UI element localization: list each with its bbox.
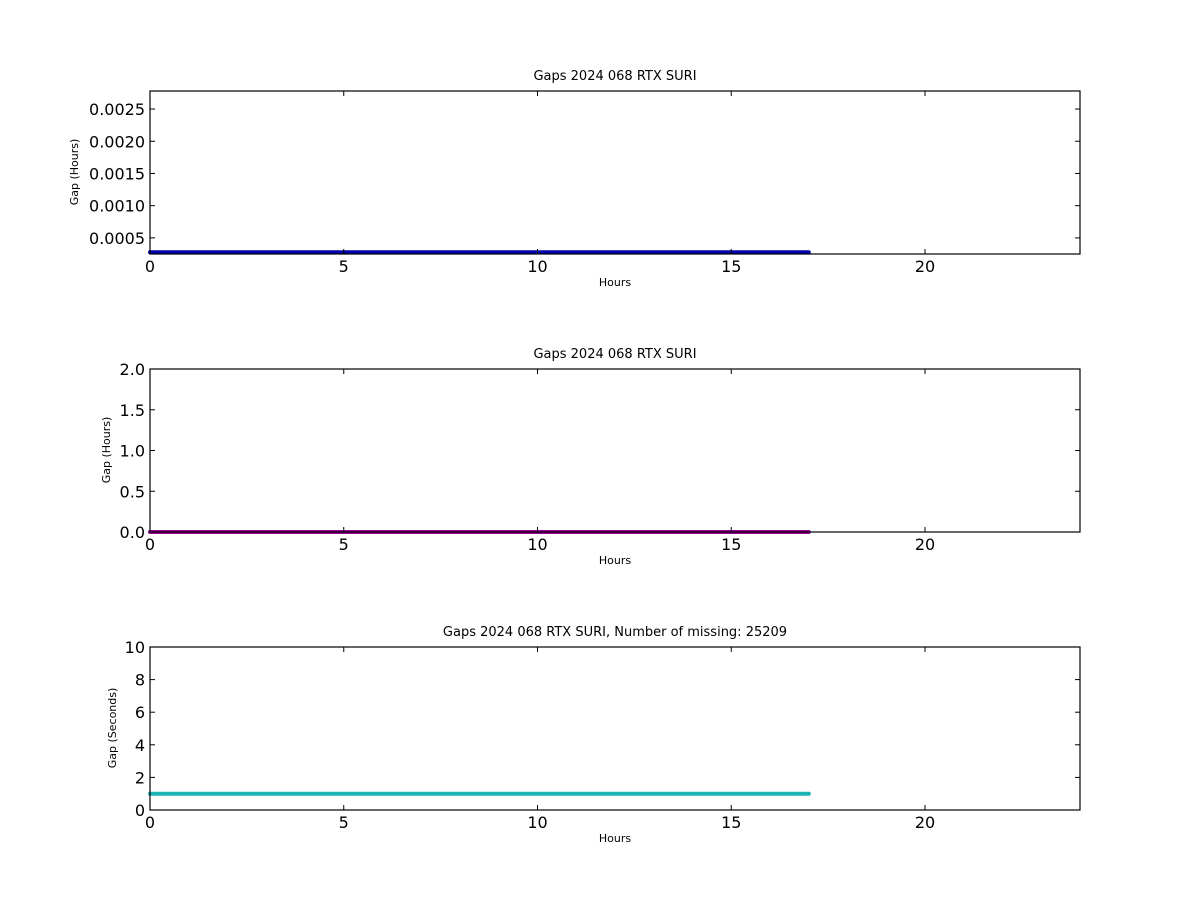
panel-2-ytick-label: 1.0 (120, 442, 145, 461)
panel-2-ytick-label: 0.0 (120, 523, 145, 542)
panel-1-xlabel: Hours (599, 276, 631, 289)
panel-3-xtick-label: 0 (145, 813, 155, 832)
panel-3-ytick-label: 2 (135, 768, 145, 787)
panel-3-ytick-label: 6 (135, 703, 145, 722)
panel-1-ytick-label: 0.0020 (89, 132, 145, 151)
panel-2-xtick-label: 15 (721, 535, 741, 554)
panel-3-ytick-label: 0 (135, 801, 145, 820)
panel-1-frame (149, 90, 1081, 255)
panel-2-title: Gaps 2024 068 RTX SURI (533, 347, 696, 362)
panel-3: Gaps 2024 068 RTX SURI, Number of missin… (106, 625, 1081, 845)
panel-2-xtick-label: 20 (915, 535, 935, 554)
panel-1-ytick-label: 0.0005 (89, 229, 145, 248)
panel-3-xtick-label: 20 (915, 813, 935, 832)
panel-3-title: Gaps 2024 068 RTX SURI, Number of missin… (443, 625, 787, 640)
panel-2-xtick-label: 10 (527, 535, 547, 554)
panel-3-frame (149, 646, 1081, 811)
panel-1-ytick-label: 0.0015 (89, 164, 145, 183)
panel-3-ytick-label: 4 (135, 736, 145, 755)
panel-3-ytick-label: 10 (125, 638, 145, 657)
panel-3-xtick-label: 10 (527, 813, 547, 832)
panel-2-ytick-label: 1.5 (120, 401, 145, 420)
panel-2-ytick-label: 2.0 (120, 360, 145, 379)
panel-1-xtick-label: 15 (721, 257, 741, 276)
panel-2-xtick-label: 5 (339, 535, 349, 554)
panel-3-ytick-label: 8 (135, 671, 145, 690)
panel-3-xlabel: Hours (599, 832, 631, 845)
panel-1: Gaps 2024 068 RTX SURI Hours Gap (Hours)… (68, 69, 1081, 289)
panel-1-xtick-label: 5 (339, 257, 349, 276)
panel-1-xtick-label: 0 (145, 257, 155, 276)
panel-2-frame (149, 368, 1081, 533)
panel-2-ytick-label: 0.5 (120, 482, 145, 501)
panel-1-ytick-label: 0.0010 (89, 197, 145, 216)
panel-1-xtick-label: 20 (915, 257, 935, 276)
panel-1-title: Gaps 2024 068 RTX SURI (533, 69, 696, 84)
panel-1-ylabel: Gap (Hours) (68, 139, 81, 206)
panel-1-xtick-label: 10 (527, 257, 547, 276)
panel-2: Gaps 2024 068 RTX SURI Hours Gap (Hours)… (100, 347, 1081, 567)
panel-3-xtick-label: 5 (339, 813, 349, 832)
panel-1-ytick-label: 0.0025 (89, 100, 145, 119)
panel-2-xlabel: Hours (599, 554, 631, 567)
panel-2-ylabel: Gap (Hours) (100, 417, 113, 484)
panel-2-xtick-label: 0 (145, 535, 155, 554)
panel-3-xtick-label: 15 (721, 813, 741, 832)
panel-3-ylabel: Gap (Seconds) (106, 688, 119, 769)
